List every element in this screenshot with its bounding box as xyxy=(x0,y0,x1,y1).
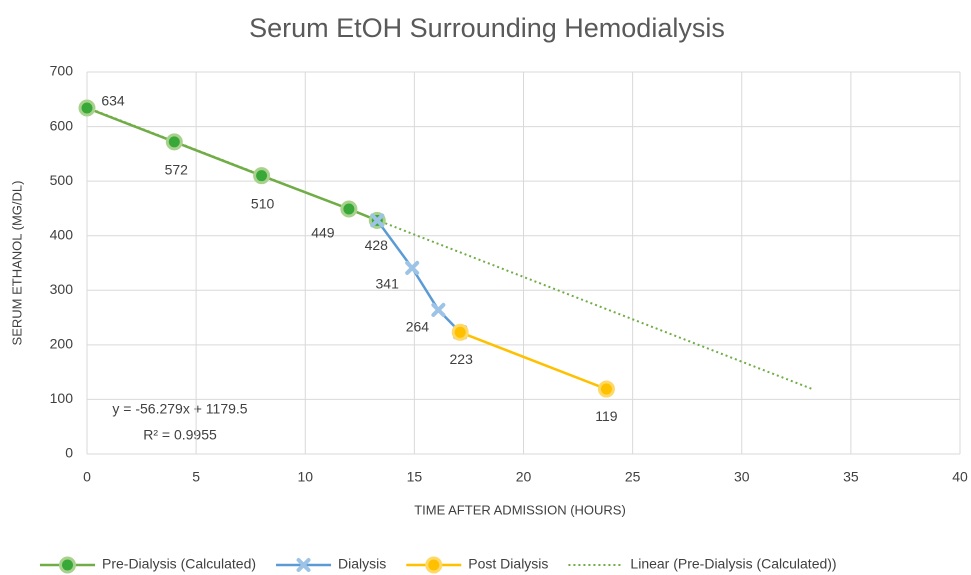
legend-label: Dialysis xyxy=(338,556,386,572)
marker xyxy=(597,380,615,398)
data-label: 634 xyxy=(101,93,125,109)
chart-title: Serum EtOH Surrounding Hemodialysis xyxy=(249,13,725,43)
marker xyxy=(405,260,420,275)
x-tick-label: 40 xyxy=(952,469,968,485)
legend-item: Dialysis xyxy=(276,556,386,572)
y-tick-label: 200 xyxy=(50,336,74,352)
marker xyxy=(370,213,385,228)
x-tick-label: 5 xyxy=(192,469,200,485)
series xyxy=(451,323,615,398)
legend-item: Linear (Pre-Dialysis (Calculated)) xyxy=(568,556,837,572)
legend-label: Pre-Dialysis (Calculated) xyxy=(102,556,256,572)
y-tick-label: 600 xyxy=(50,117,74,133)
legend-marker xyxy=(59,556,76,574)
legend-label: Post Dialysis xyxy=(468,556,548,572)
marker xyxy=(78,99,96,117)
series-line xyxy=(86,106,378,222)
series xyxy=(78,99,386,229)
y-tick-label: 700 xyxy=(50,63,74,79)
data-label: 341 xyxy=(376,276,400,292)
grid xyxy=(86,71,961,455)
x-tick-label: 30 xyxy=(734,469,750,485)
x-tick-label: 35 xyxy=(843,469,859,485)
y-axis-title: SERUM ETHANOL (MG/DL) xyxy=(9,181,24,346)
x-tick-label: 10 xyxy=(297,469,313,485)
marker xyxy=(165,133,183,151)
y-tick-label: 100 xyxy=(50,390,74,406)
legend-item: Post Dialysis xyxy=(406,556,548,574)
data-label: 428 xyxy=(365,237,389,253)
marker xyxy=(431,302,446,317)
data-label: 264 xyxy=(406,319,430,335)
legend-label: Linear (Pre-Dialysis (Calculated)) xyxy=(630,556,836,572)
y-tick-label: 500 xyxy=(50,172,74,188)
y-tick-label: 300 xyxy=(50,281,74,297)
data-label: 119 xyxy=(595,408,618,424)
x-tick-label: 25 xyxy=(625,469,641,485)
x-tick-label: 0 xyxy=(83,469,91,485)
y-tick-label: 400 xyxy=(50,226,74,242)
data-label: 223 xyxy=(450,351,474,367)
x-tick-label: 15 xyxy=(407,469,423,485)
legend-marker xyxy=(296,558,311,572)
legend-marker xyxy=(425,556,443,574)
series-line xyxy=(459,331,607,391)
marker xyxy=(451,323,469,341)
trendline-r2: R² = 0.9955 xyxy=(143,427,217,443)
marker xyxy=(253,167,271,185)
data-label: 510 xyxy=(251,195,275,211)
x-axis-title: TIME AFTER ADMISSION (HOURS) xyxy=(414,502,626,517)
data-label: 572 xyxy=(165,162,189,178)
y-tick-label: 0 xyxy=(65,445,73,461)
marker xyxy=(340,200,358,218)
legend-item: Pre-Dialysis (Calculated) xyxy=(40,556,256,574)
data-label: 449 xyxy=(311,225,335,241)
trendline-equation: y = -56.279x + 1179.5 xyxy=(112,401,247,417)
series-line xyxy=(376,219,462,334)
x-tick-label: 20 xyxy=(516,469,532,485)
